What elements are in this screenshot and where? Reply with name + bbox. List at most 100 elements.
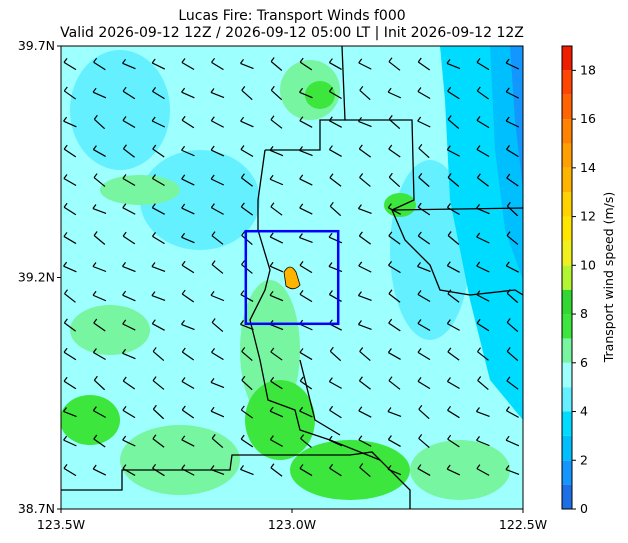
- colorbar-tick-label: 14: [580, 160, 596, 175]
- colorbar-tick-label: 10: [580, 257, 596, 272]
- wind-barb-flag: [475, 407, 480, 412]
- wind-barb: [476, 322, 490, 332]
- wind-barb-flag: [417, 319, 422, 324]
- wind-barb-flag: [447, 173, 452, 178]
- wind-barb-flag: [269, 435, 274, 440]
- wind-barb-flag: [122, 231, 127, 237]
- wind-barb: [240, 206, 254, 216]
- wind-barb-flag: [388, 289, 393, 295]
- wind-barb-flag: [240, 145, 245, 150]
- wind-barb: [388, 148, 401, 158]
- wind-barb-flag: [299, 203, 304, 209]
- wind-barb: [388, 380, 401, 390]
- wind-barb-flag: [63, 261, 68, 267]
- wind-barb: [446, 468, 461, 476]
- wind-barb-flag: [270, 376, 275, 382]
- region-box: [244, 229, 340, 326]
- wind-barb-flag: [93, 434, 98, 440]
- wind-barb: [505, 468, 520, 476]
- wind-barb: [477, 380, 489, 390]
- wind-barb: [476, 265, 490, 273]
- wind-barb: [63, 439, 77, 447]
- wind-barb-flag: [447, 405, 452, 411]
- wind-barb: [211, 61, 224, 71]
- wind-barb-flag: [181, 377, 186, 382]
- wind-barb: [63, 265, 77, 273]
- wind-barb-flag: [92, 204, 97, 209]
- wind-barb: [210, 178, 225, 186]
- wind-barb-flag: [417, 262, 421, 267]
- wind-barb-flag: [446, 319, 451, 324]
- wind-barb: [418, 147, 430, 159]
- wind-barb-flag: [506, 376, 511, 382]
- wind-barb: [211, 264, 224, 274]
- wind-barb: [447, 206, 460, 216]
- wind-barb: [92, 468, 107, 476]
- wind-barb-flag: [152, 144, 157, 150]
- wind-barb-flag: [181, 464, 186, 470]
- wind-barb: [477, 351, 489, 361]
- wind-barb: [240, 468, 254, 476]
- wind-barb: [181, 293, 195, 303]
- wind-barb-flag: [387, 203, 392, 209]
- wind-barb-flag: [506, 231, 511, 236]
- wind-barb-flag: [328, 290, 333, 295]
- wind-barb-flag: [270, 347, 275, 353]
- wind-barb: [417, 265, 431, 273]
- wind-barb-flag: [446, 59, 451, 64]
- wind-barb: [329, 205, 342, 217]
- wind-barb: [63, 351, 77, 361]
- wind-barb: [240, 438, 254, 448]
- wind-barb-flag: [240, 173, 245, 179]
- wind-barb-flag: [328, 58, 333, 63]
- wind-barb: [358, 439, 372, 447]
- wind-barb: [210, 381, 225, 389]
- wind-barb: [122, 90, 136, 100]
- wind-barb-flag: [210, 378, 215, 383]
- wind-barb-flag: [181, 405, 186, 411]
- wind-barb: [299, 410, 313, 418]
- wind-barb: [329, 409, 342, 419]
- wind-barb: [93, 438, 106, 448]
- wind-barb: [299, 149, 313, 157]
- wind-barb: [152, 90, 165, 100]
- wind-barb: [64, 322, 76, 332]
- wind-barb-flag: [446, 261, 451, 267]
- wind-barb: [92, 91, 107, 99]
- wind-barb: [122, 468, 136, 476]
- wind-barb: [122, 62, 136, 70]
- wind-barb: [240, 323, 254, 331]
- wind-barb: [418, 176, 430, 188]
- wind-barb-flag: [476, 464, 481, 469]
- wind-barb: [506, 292, 519, 304]
- wind-barb: [241, 350, 253, 362]
- wind-barb: [181, 409, 195, 419]
- wind-barb-flag: [388, 115, 393, 120]
- wind-barb: [123, 148, 135, 158]
- wind-barb: [506, 380, 519, 390]
- wind-barb-flag: [329, 346, 334, 352]
- wind-barb-flag: [387, 435, 392, 440]
- wind-barb: [447, 438, 460, 448]
- wind-barb-flag: [63, 347, 68, 353]
- wind-barb: [152, 408, 165, 420]
- wind-barb-flag: [417, 57, 422, 63]
- wind-barb-flag: [122, 144, 127, 150]
- wind-barb-flag: [477, 347, 481, 353]
- wind-barb: [181, 439, 195, 447]
- wind-barb: [358, 295, 372, 301]
- wind-barb: [122, 294, 136, 302]
- wind-barb-flag: [152, 376, 157, 381]
- colorbar-level: [562, 338, 572, 363]
- wind-barb: [476, 468, 490, 476]
- wind-barb: [476, 90, 490, 100]
- wind-barb: [211, 351, 224, 361]
- x-tick-label: 122.5W: [499, 517, 547, 532]
- wind-barb-flag: [417, 290, 422, 295]
- wind-barb: [506, 321, 519, 333]
- wind-barb: [476, 439, 490, 447]
- wind-barb: [270, 206, 283, 216]
- wind-barb: [152, 323, 165, 331]
- wind-barb-flag: [241, 231, 246, 236]
- wind-barb: [63, 235, 77, 245]
